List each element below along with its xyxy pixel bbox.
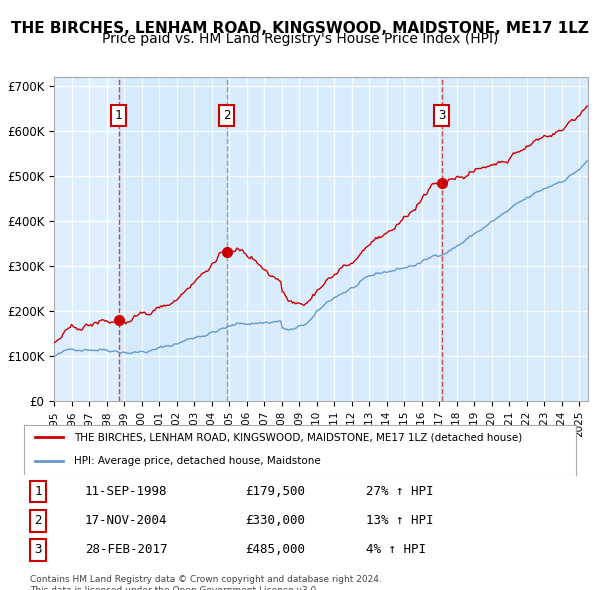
Bar xyxy=(442,77,588,401)
Bar xyxy=(227,77,442,401)
Text: 27% ↑ HPI: 27% ↑ HPI xyxy=(366,485,434,498)
Text: 28-FEB-2017: 28-FEB-2017 xyxy=(85,543,167,556)
Text: £485,000: £485,000 xyxy=(245,543,305,556)
Text: Contains HM Land Registry data © Crown copyright and database right 2024.
This d: Contains HM Land Registry data © Crown c… xyxy=(30,575,382,590)
Text: THE BIRCHES, LENHAM ROAD, KINGSWOOD, MAIDSTONE, ME17 1LZ: THE BIRCHES, LENHAM ROAD, KINGSWOOD, MAI… xyxy=(11,21,589,35)
Text: 4% ↑ HPI: 4% ↑ HPI xyxy=(366,543,426,556)
Text: 3: 3 xyxy=(438,109,446,122)
Text: 2: 2 xyxy=(34,514,41,527)
Text: 1: 1 xyxy=(115,109,122,122)
Text: THE BIRCHES, LENHAM ROAD, KINGSWOOD, MAIDSTONE, ME17 1LZ (detached house): THE BIRCHES, LENHAM ROAD, KINGSWOOD, MAI… xyxy=(74,432,522,442)
Text: 13% ↑ HPI: 13% ↑ HPI xyxy=(366,514,434,527)
Text: Price paid vs. HM Land Registry's House Price Index (HPI): Price paid vs. HM Land Registry's House … xyxy=(102,32,498,47)
Text: £330,000: £330,000 xyxy=(245,514,305,527)
Text: 1: 1 xyxy=(34,485,41,498)
Text: 2: 2 xyxy=(223,109,231,122)
Text: 17-NOV-2004: 17-NOV-2004 xyxy=(85,514,167,527)
Text: HPI: Average price, detached house, Maidstone: HPI: Average price, detached house, Maid… xyxy=(74,456,320,466)
Text: £179,500: £179,500 xyxy=(245,485,305,498)
Bar xyxy=(119,77,227,401)
Text: 11-SEP-1998: 11-SEP-1998 xyxy=(85,485,167,498)
Text: 3: 3 xyxy=(34,543,41,556)
